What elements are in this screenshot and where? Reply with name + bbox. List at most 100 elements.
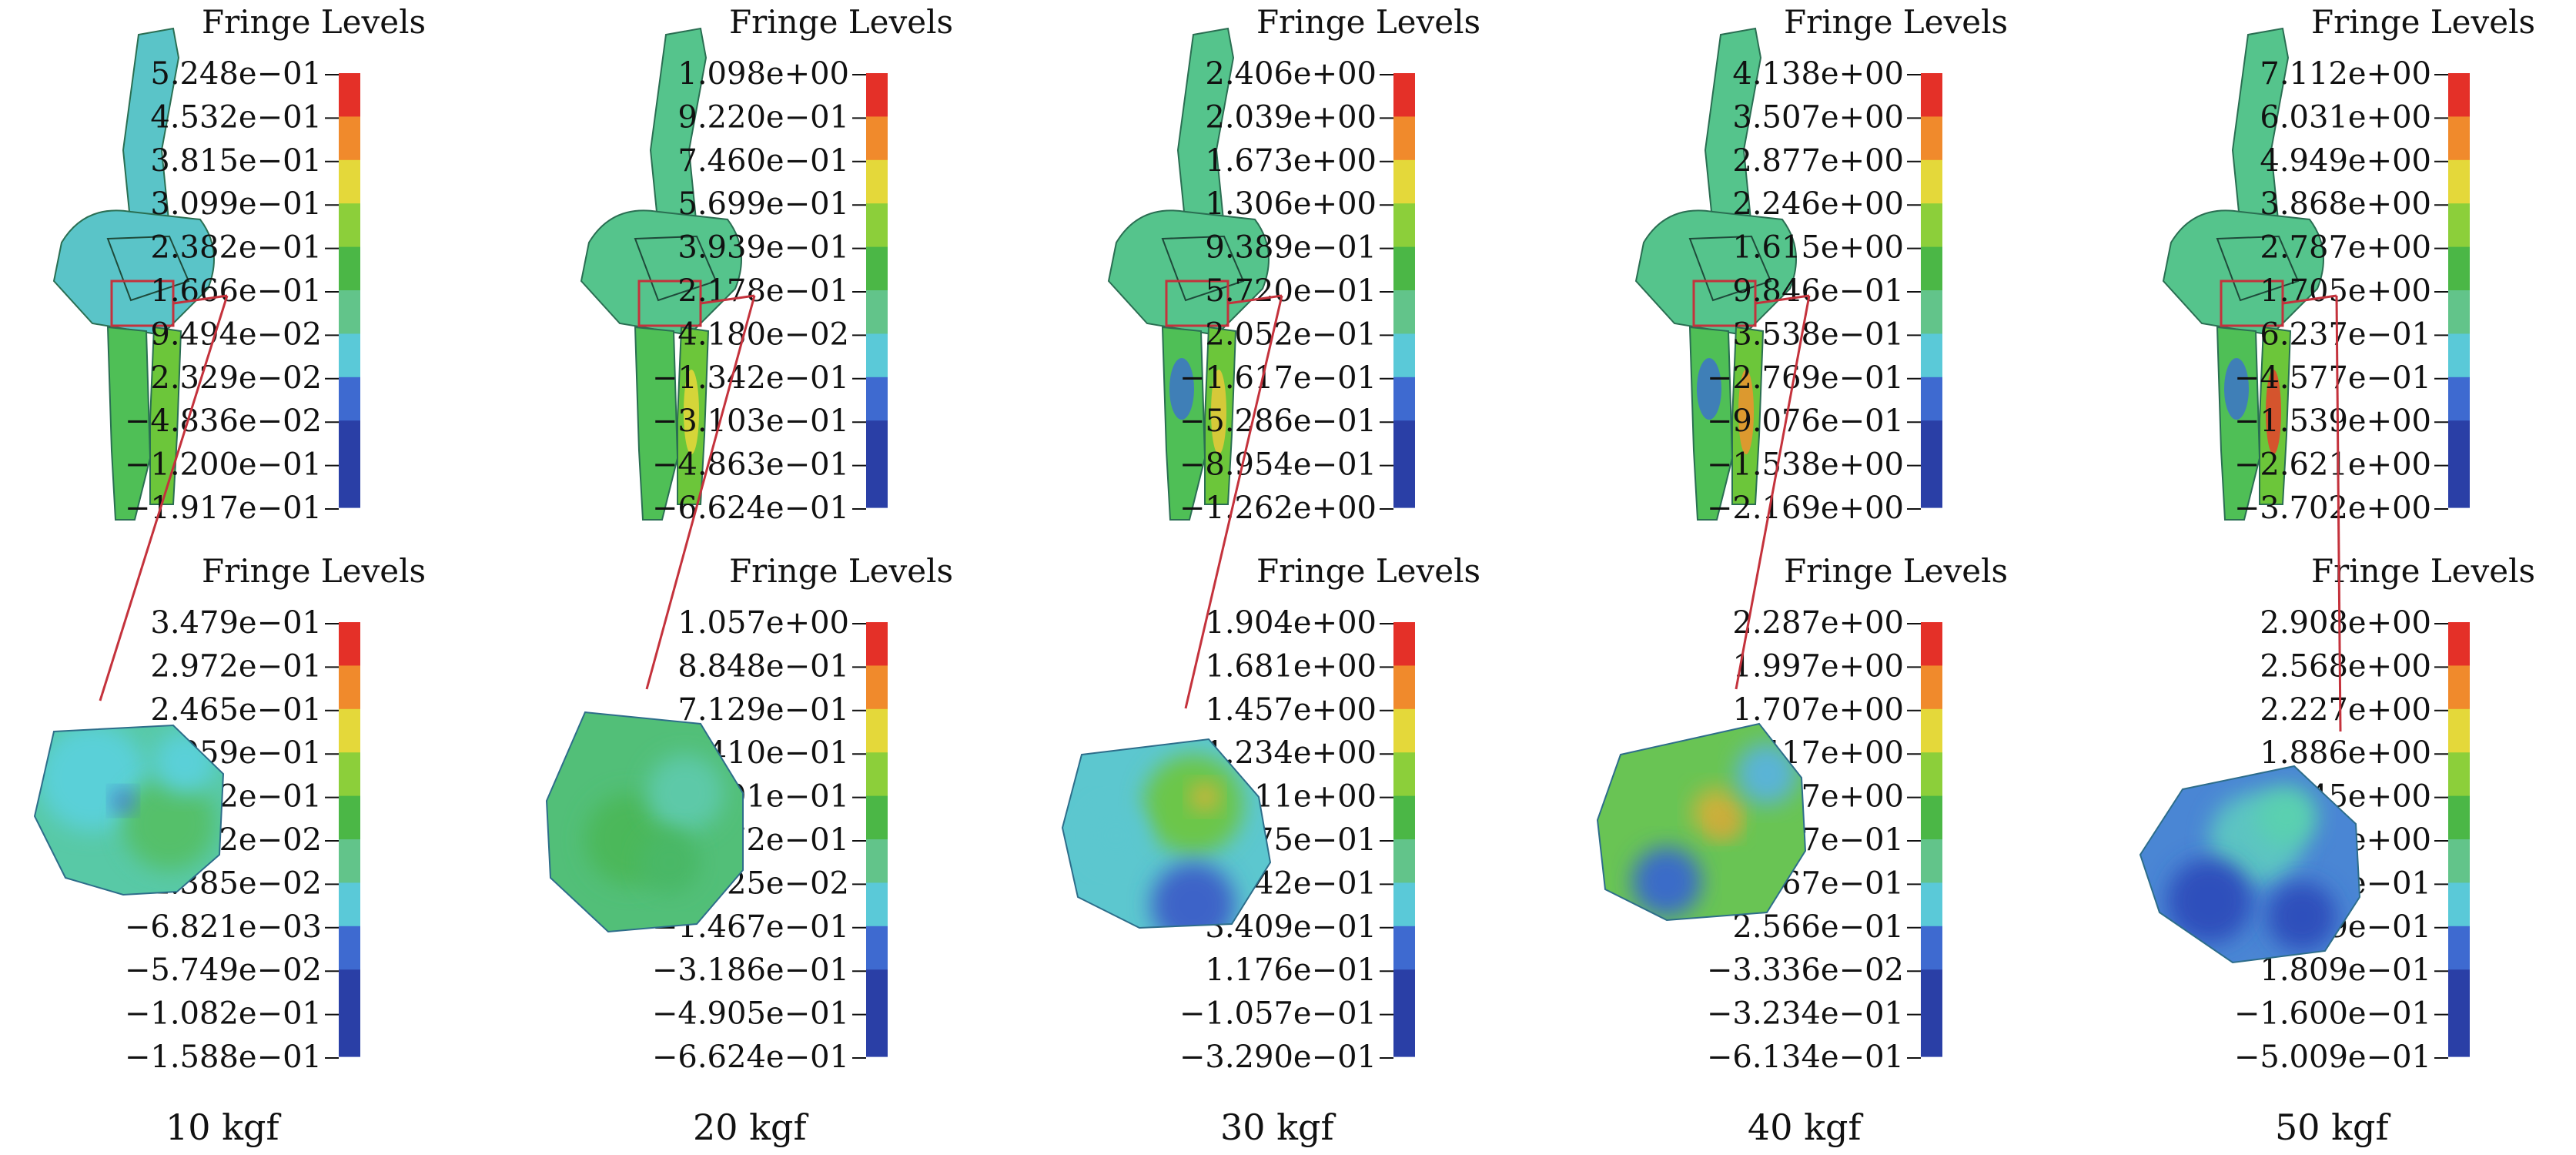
top-level-label: 2.877e+00	[1732, 143, 1904, 179]
bottom-level-label: 2.227e+00	[2260, 692, 2431, 728]
callout-connector	[1184, 295, 1283, 709]
panel-2: Fringe Levels 1.098e+00 9.220e−01 7.460e−01…	[545, 3, 953, 1148]
top-level-label: 7.460e−01	[677, 143, 849, 179]
top-level-label: −4.577e−01	[2234, 360, 2431, 396]
bottom-level-label: −4.905e−01	[652, 996, 849, 1032]
bottom-color-segment	[1921, 708, 1942, 753]
bottom-color-segment	[339, 839, 360, 883]
top-color-segment	[1393, 246, 1415, 291]
ulna	[106, 326, 152, 521]
bottom-level-label: −1.588e−01	[125, 1040, 322, 1075]
top-legend-title: Fringe Levels	[1256, 3, 1480, 41]
stress-hotspot	[1211, 370, 1226, 454]
top-level-label: 3.939e−01	[677, 230, 849, 266]
top-color-segment	[2448, 420, 2470, 465]
top-level-label: 3.507e+00	[1732, 99, 1904, 135]
bottom-level-label: 2.568e+00	[2260, 648, 2431, 684]
load-label: 30 kgf	[1220, 1106, 1336, 1148]
joint-outline	[1161, 235, 1245, 302]
top-level-label: −1.262e+00	[1179, 490, 1377, 526]
top-color-segment	[1393, 203, 1415, 248]
bottom-color-segment	[866, 622, 888, 666]
bottom-color-segment	[1921, 839, 1942, 883]
cross-section-detail	[545, 711, 744, 933]
top-level-label: −9.076e−01	[1707, 403, 1904, 439]
bottom-level-label: 2.566e−01	[1732, 909, 1904, 945]
top-color-segment	[1921, 290, 1942, 334]
top-color-segment	[2448, 203, 2470, 248]
stress-region	[1711, 810, 1738, 838]
stress-region	[1143, 755, 1243, 855]
top-color-segment	[866, 73, 888, 117]
top-level-label: 2.382e−01	[150, 230, 322, 266]
top-color-segment	[339, 333, 360, 378]
bottom-color-segment	[1393, 708, 1415, 753]
top-level-label: 6.237e−01	[2260, 316, 2431, 352]
top-legend: Fringe Levels 1.098e+00 9.220e−01 7.460e−01…	[652, 3, 953, 526]
load-label: 50 kgf	[2275, 1106, 2390, 1148]
cross-section-fill	[1597, 724, 1805, 920]
top-color-segment	[1393, 464, 1415, 508]
callout-connector	[1755, 294, 1810, 305]
bottom-color-segment	[1393, 752, 1415, 797]
bottom-color-segment	[1921, 1013, 1942, 1057]
humerus-shaft	[2231, 27, 2290, 228]
top-level-label: −5.286e−01	[1179, 403, 1377, 439]
top-level-label: 7.112e+00	[2260, 56, 2431, 92]
bottom-color-segment	[2448, 665, 2470, 710]
top-level-label: 4.532e−01	[150, 99, 322, 135]
callout-connector	[700, 294, 755, 305]
top-color-segment	[866, 246, 888, 291]
bottom-color-segment	[866, 665, 888, 710]
top-level-label: −2.621e+00	[2234, 447, 2431, 483]
panel-1: Fringe Levels 5.248e−01 4.532e−01 3.815e−01…	[33, 3, 426, 1148]
bottom-level-label: −5.749e−02	[125, 952, 322, 988]
bottom-level-label: −3.186e−01	[652, 952, 849, 988]
bottom-color-segment	[1393, 622, 1415, 666]
top-color-segment	[2448, 333, 2470, 378]
bottom-color-segment	[339, 795, 360, 840]
bottom-color-segment	[1921, 882, 1942, 927]
stress-region	[1086, 805, 1147, 866]
radius	[149, 326, 182, 505]
cross-section-fill	[547, 712, 743, 932]
bottom-level-label: −1.057e−01	[1179, 996, 1377, 1032]
top-legend: Fringe Levels 5.248e−01 4.532e−01 3.815e−01…	[125, 3, 426, 526]
top-level-label: −1.539e+00	[2234, 403, 2431, 439]
top-level-label: 4.138e+00	[1732, 56, 1904, 92]
top-color-segment	[1921, 159, 1942, 204]
joint-outline	[2216, 235, 2300, 302]
top-level-label: −8.954e−01	[1179, 447, 1377, 483]
bottom-level-label: −1.600e−01	[2234, 996, 2431, 1032]
top-color-segment	[339, 159, 360, 204]
cross-section-outline	[1061, 738, 1272, 929]
top-level-label: 1.615e+00	[1732, 230, 1904, 266]
bottom-level-label: −3.336e−02	[1707, 952, 1904, 988]
bottom-color-segment	[1393, 1013, 1415, 1057]
top-level-label: −3.702e+00	[2234, 490, 2431, 526]
bottom-color-segment	[1921, 752, 1942, 797]
top-color-segment	[1921, 203, 1942, 248]
callout-connector	[172, 294, 228, 305]
top-level-label: 2.406e+00	[1205, 56, 1377, 92]
top-color-segment	[1921, 116, 1942, 161]
panel-3: Fringe Levels 2.406e+00 2.039e+00 1.673e+00…	[1061, 3, 1480, 1148]
bottom-level-label: 8.848e−01	[677, 648, 849, 684]
bottom-color-segment	[2448, 622, 2470, 666]
humerus-shaft	[649, 27, 708, 228]
top-color-segment	[1921, 464, 1942, 508]
bottom-color-segment	[2448, 882, 2470, 927]
top-legend: Fringe Levels 7.112e+00 6.031e+00 4.949e+00…	[2234, 3, 2535, 526]
bottom-level-label: 1.707e+00	[1732, 692, 1904, 728]
humerus-shaft	[1704, 27, 1762, 228]
joint-outline	[1688, 235, 1772, 302]
low-stress-spot	[2224, 358, 2249, 420]
bottom-legend: Fringe Levels 2.287e+00 1.997e+00 1.707e+00…	[1707, 552, 2008, 1075]
bottom-color-segment	[1921, 665, 1942, 710]
top-level-label: −1.342e−01	[652, 360, 849, 396]
top-level-label: 3.815e−01	[150, 143, 322, 179]
bottom-legend-title: Fringe Levels	[202, 552, 426, 590]
top-color-segment	[339, 73, 360, 117]
callout-connector	[99, 295, 229, 701]
cross-section-outline	[1596, 722, 1807, 922]
